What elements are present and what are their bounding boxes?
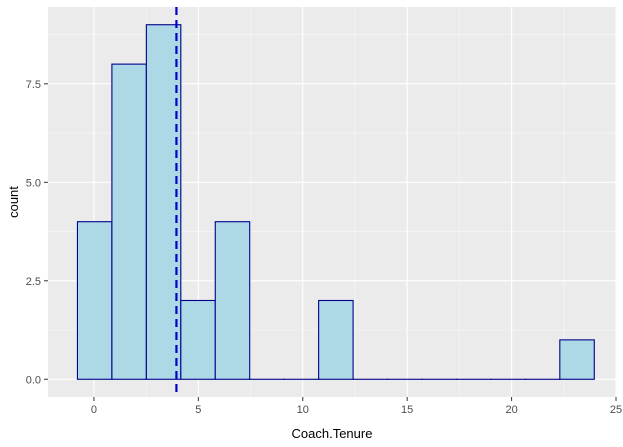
histogram-bar	[559, 339, 595, 380]
x-tick-label: 5	[195, 404, 201, 416]
histogram-bar	[180, 299, 216, 380]
y-axis-ticks: 0.0 2.5 5.0 7.5	[26, 79, 48, 386]
histogram-bar	[318, 299, 354, 380]
x-tick-label: 25	[610, 404, 622, 416]
y-tick-label: 0.0	[26, 374, 41, 386]
x-tick-label: 0	[91, 404, 97, 416]
y-tick-label: 5.0	[26, 177, 41, 189]
x-tick-label: 15	[401, 404, 413, 416]
histogram-bar	[111, 63, 147, 380]
x-tick-label: 10	[297, 404, 309, 416]
histogram-bar	[214, 221, 251, 380]
histogram-bar	[145, 24, 182, 380]
y-axis-title: count	[6, 186, 21, 218]
y-tick-label: 7.5	[26, 79, 41, 91]
histogram-bars	[76, 24, 595, 380]
histogram-bar	[76, 221, 113, 380]
x-axis-ticks: 0 5 10 15 20 25	[91, 397, 622, 416]
y-tick-label: 2.5	[26, 276, 41, 288]
x-axis-title: Coach.Tenure	[292, 426, 373, 441]
x-tick-label: 20	[505, 404, 517, 416]
